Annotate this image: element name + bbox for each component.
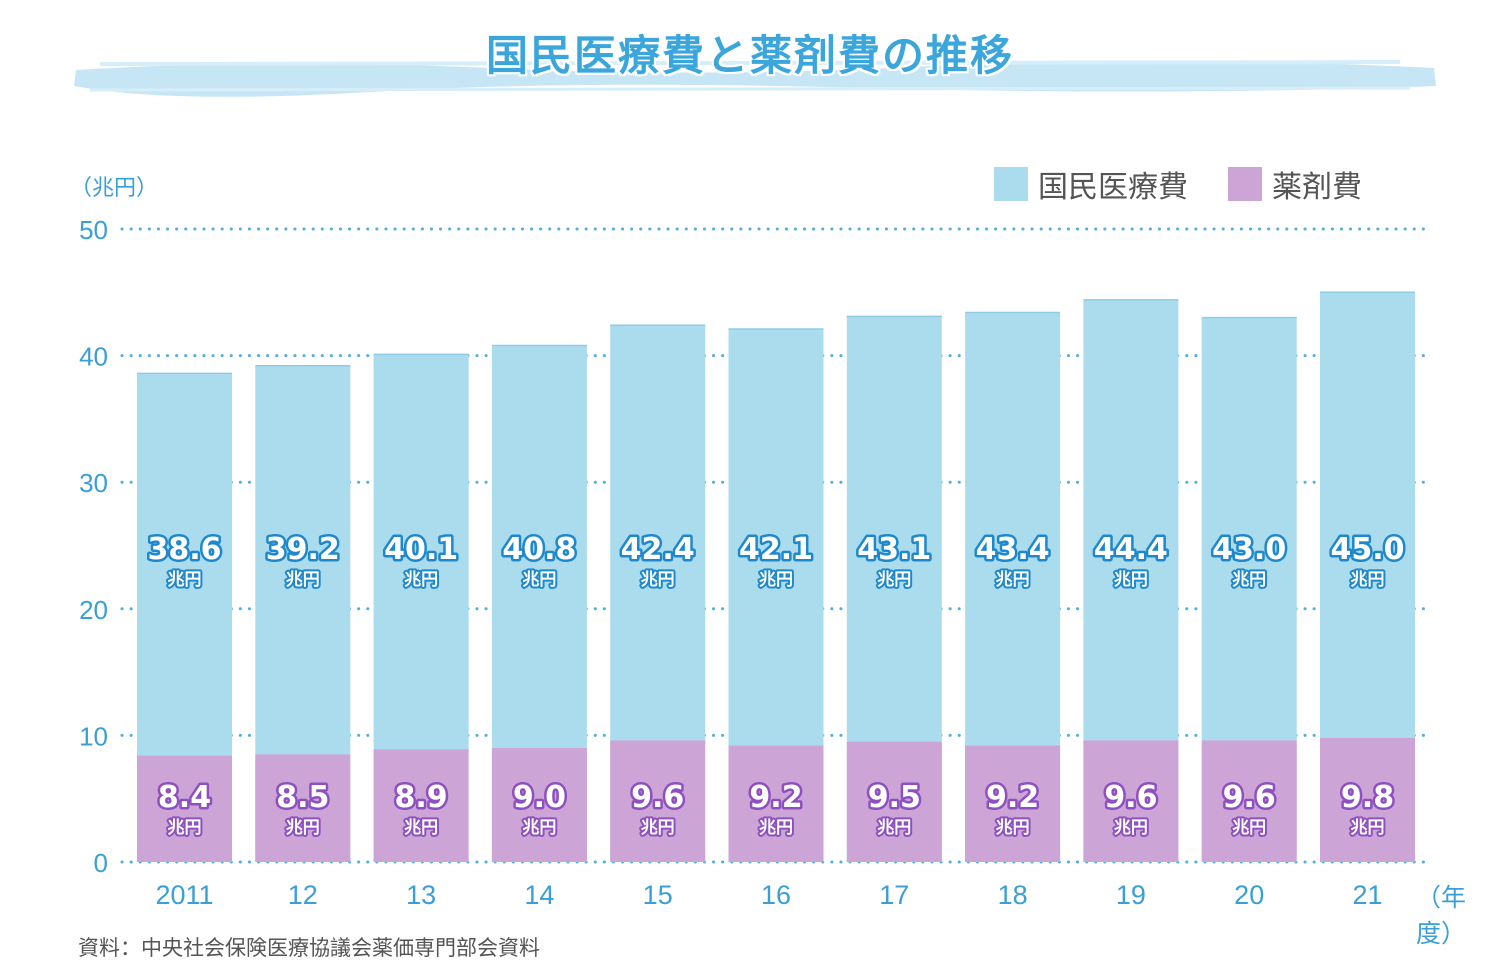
label-medical-17-value: 43.1 <box>857 532 931 567</box>
y-tick-label-30: 30 <box>79 468 108 498</box>
label-drug-15-value: 9.6 <box>631 780 684 815</box>
legend-swatch-medical <box>994 167 1028 201</box>
bar-drug-15 <box>610 740 706 862</box>
legend: 国民医療費 薬剤費 <box>994 162 1362 206</box>
label-medical-15-value: 42.4 <box>621 532 695 567</box>
label-drug-12-unit: 兆円 <box>286 818 320 838</box>
label-medical-12-value: 39.2 <box>266 532 340 567</box>
x-tick-label-16: 16 <box>761 880 791 910</box>
label-drug-14-unit: 兆円 <box>522 818 556 838</box>
source-note: 資料：中央社会保険医療協議会薬価専門部会資料 <box>78 936 540 960</box>
x-tick-label-14: 14 <box>524 880 554 910</box>
x-tick-label-15: 15 <box>643 880 673 910</box>
label-drug-20-unit: 兆円 <box>1232 818 1266 838</box>
bar-drug-19 <box>1083 740 1179 862</box>
label-medical-19-unit: 兆円 <box>1114 570 1148 590</box>
x-tick-label-20: 20 <box>1234 880 1264 910</box>
x-tick-label-19: 19 <box>1116 880 1146 910</box>
bar-drug-12 <box>255 754 351 862</box>
label-drug-18-unit: 兆円 <box>996 818 1030 838</box>
legend-item-drug: 薬剤費 <box>1228 162 1362 206</box>
label-medical-21-unit: 兆円 <box>1351 570 1385 590</box>
label-medical-17-unit: 兆円 <box>877 570 911 590</box>
title-brush-band <box>74 60 1436 97</box>
label-medical-13-value: 40.1 <box>384 532 458 567</box>
label-drug-21-value: 9.8 <box>1341 780 1394 815</box>
label-drug-12-value: 8.5 <box>276 780 329 815</box>
y-tick-label-10: 10 <box>79 721 108 751</box>
label-drug-19-unit: 兆円 <box>1114 818 1148 838</box>
label-medical-19-value: 44.4 <box>1094 532 1168 567</box>
label-drug-17-value: 9.5 <box>868 780 921 815</box>
bar-drug-14 <box>491 748 587 862</box>
label-drug-20-value: 9.6 <box>1223 780 1276 815</box>
label-medical-20-value: 43.0 <box>1212 532 1286 567</box>
label-drug-18-value: 9.2 <box>986 780 1039 815</box>
y-tick-label-20: 20 <box>79 595 108 625</box>
y-tick-label-40: 40 <box>79 342 108 372</box>
chart-title: 国民医療費と薬剤費の推移 <box>485 31 1014 80</box>
bar-drug-13 <box>373 749 469 862</box>
bar-drug-16 <box>728 745 824 862</box>
y-axis-unit-label: （兆円） <box>70 175 159 200</box>
bar-drug-17 <box>846 741 942 862</box>
x-tick-label-21: 21 <box>1352 880 1382 910</box>
x-tick-label-13: 13 <box>406 880 436 910</box>
bar-drug-18 <box>965 745 1061 862</box>
label-drug-16-value: 9.2 <box>749 780 802 815</box>
label-medical-16-unit: 兆円 <box>759 570 793 590</box>
label-medical-2011-value: 38.6 <box>147 532 221 567</box>
label-medical-16-value: 42.1 <box>739 532 813 567</box>
label-drug-16-unit: 兆円 <box>759 818 793 838</box>
y-tick-label-0: 0 <box>94 848 108 878</box>
legend-label-medical: 国民医療費 <box>1038 170 1188 205</box>
bar-drug-2011 <box>137 755 232 862</box>
y-tick-label-50: 50 <box>79 215 108 245</box>
label-medical-15-unit: 兆円 <box>641 570 675 590</box>
label-medical-12-unit: 兆円 <box>286 570 320 590</box>
label-medical-20-unit: 兆円 <box>1232 570 1266 590</box>
bar-drug-20 <box>1201 740 1297 862</box>
bar-drug-21 <box>1320 737 1415 862</box>
label-drug-14-value: 9.0 <box>513 780 566 815</box>
legend-label-drug: 薬剤費 <box>1272 170 1362 205</box>
label-medical-18-unit: 兆円 <box>996 570 1030 590</box>
label-medical-14-unit: 兆円 <box>522 570 556 590</box>
x-axis-unit-label: （年度） <box>1416 884 1467 948</box>
label-drug-17-unit: 兆円 <box>877 818 911 838</box>
label-drug-21-unit: 兆円 <box>1351 818 1385 838</box>
label-drug-13-unit: 兆円 <box>404 818 438 838</box>
x-tick-label-17: 17 <box>879 880 909 910</box>
label-drug-2011-unit: 兆円 <box>168 818 202 838</box>
legend-swatch-drug <box>1228 167 1262 201</box>
label-medical-13-unit: 兆円 <box>404 570 438 590</box>
label-medical-2011-unit: 兆円 <box>168 570 202 590</box>
x-tick-label-12: 12 <box>288 880 318 910</box>
label-drug-2011-value: 8.4 <box>158 780 211 815</box>
label-drug-19-value: 9.6 <box>1104 780 1157 815</box>
label-drug-13-value: 8.9 <box>395 780 448 815</box>
x-tick-label-18: 18 <box>998 880 1028 910</box>
label-medical-21-value: 45.0 <box>1330 532 1404 567</box>
x-tick-label-2011: 2011 <box>155 880 213 910</box>
label-medical-18-value: 43.4 <box>976 532 1050 567</box>
label-drug-15-unit: 兆円 <box>641 818 675 838</box>
legend-item-medical: 国民医療費 <box>994 162 1188 206</box>
label-medical-14-value: 40.8 <box>502 532 576 567</box>
